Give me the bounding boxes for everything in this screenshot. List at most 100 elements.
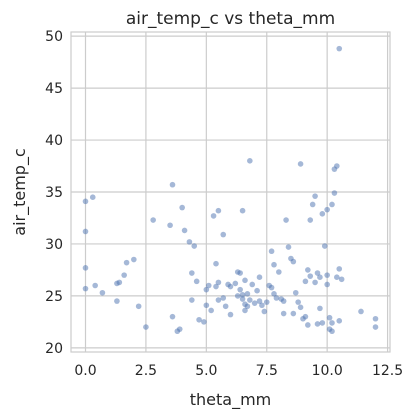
data-point [338, 276, 345, 283]
data-point [317, 274, 323, 280]
data-point [312, 279, 318, 286]
data-point [326, 314, 333, 321]
data-point [314, 321, 321, 327]
data-point [99, 289, 106, 296]
x-axis-label: theta_mm [190, 390, 272, 410]
x-tick-label: 5.0 [195, 363, 217, 379]
plot-frame [70, 31, 391, 353]
y-tick-label: 40 [45, 133, 63, 149]
data-point [237, 286, 243, 293]
data-point [305, 267, 311, 273]
data-point [82, 198, 89, 205]
data-point [82, 285, 89, 292]
data-point [292, 289, 299, 296]
data-point [247, 297, 253, 303]
chart-title: air_temp_c vs theta_mm [126, 9, 335, 29]
data-point [143, 324, 149, 330]
data-point [302, 278, 309, 285]
data-point [189, 270, 195, 276]
y-tick-label: 50 [45, 29, 63, 45]
data-point [321, 243, 328, 249]
data-point [239, 207, 246, 214]
data-point [244, 303, 251, 310]
data-point [169, 313, 176, 320]
y-tick-label: 20 [45, 341, 63, 357]
y-tick-label: 45 [45, 81, 63, 97]
data-point [242, 277, 248, 284]
data-point [271, 261, 277, 268]
x-tick-label: 7.5 [256, 363, 278, 379]
data-point [324, 272, 330, 278]
y-tick-labels: 20 25 30 35 40 45 50 [45, 29, 63, 357]
data-point [285, 244, 292, 250]
data-point [256, 298, 263, 304]
data-point [213, 283, 219, 290]
y-tick-label: 35 [45, 185, 63, 201]
data-point [210, 213, 217, 219]
data-point [247, 158, 253, 164]
data-point [276, 269, 282, 275]
data-point [215, 207, 222, 214]
data-point [92, 282, 98, 289]
data-point [179, 204, 185, 211]
data-point [372, 324, 379, 330]
data-point [336, 45, 343, 52]
data-point [307, 217, 314, 223]
data-point [305, 322, 311, 328]
data-point [290, 258, 297, 265]
data-point [203, 302, 210, 309]
data-point [191, 243, 198, 249]
y-tick-label: 25 [45, 289, 63, 305]
data-point [334, 274, 340, 280]
data-point [314, 270, 321, 276]
data-point [89, 194, 96, 200]
data-point [251, 300, 258, 306]
data-point [324, 206, 330, 213]
data-point [193, 278, 200, 285]
data-point [186, 239, 193, 245]
data-point [227, 311, 234, 318]
data-point [150, 217, 156, 223]
data-point [169, 181, 176, 188]
data-point [336, 266, 343, 272]
data-point [268, 248, 275, 255]
data-point [280, 310, 287, 317]
data-point [273, 295, 280, 301]
x-tick-label: 12.5 [372, 363, 403, 379]
data-point [196, 316, 202, 323]
data-point [201, 319, 207, 325]
data-point [237, 270, 243, 276]
data-points [82, 45, 379, 335]
data-point [121, 272, 127, 278]
data-point [239, 292, 246, 298]
data-point [227, 283, 234, 290]
data-point [181, 227, 188, 234]
data-point [312, 193, 318, 199]
data-point [232, 280, 239, 287]
data-point [309, 201, 316, 208]
data-point [213, 260, 219, 267]
data-point [208, 307, 214, 314]
data-point [336, 318, 343, 324]
data-point [317, 305, 323, 312]
data-point [261, 308, 268, 315]
data-point [295, 299, 301, 305]
data-point [280, 298, 287, 304]
data-point [123, 259, 130, 266]
data-point [215, 297, 222, 303]
data-point [358, 308, 364, 315]
data-point [82, 228, 89, 235]
data-point [131, 256, 137, 263]
data-point [239, 296, 246, 302]
data-point [222, 303, 229, 310]
data-point [220, 295, 227, 301]
x-tick-label: 0.0 [74, 363, 96, 379]
data-point [205, 282, 212, 289]
data-point [242, 307, 248, 314]
data-point [189, 297, 195, 303]
data-point [334, 163, 340, 169]
data-point [249, 281, 256, 288]
data-point [167, 222, 173, 229]
